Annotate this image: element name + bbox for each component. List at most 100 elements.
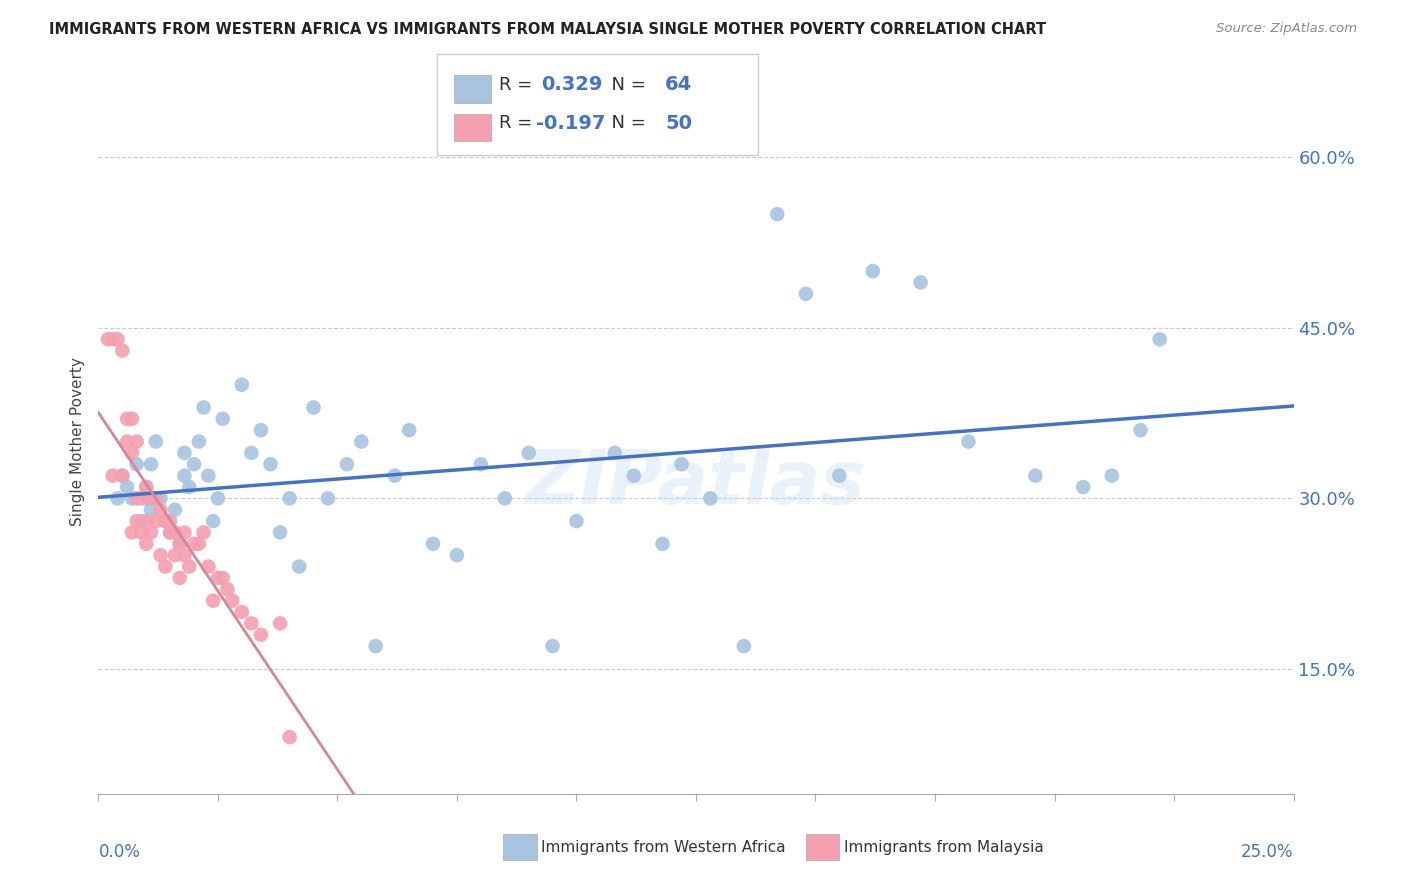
Text: Immigrants from Western Africa: Immigrants from Western Africa [541, 840, 786, 855]
Point [179, 480, 201, 494]
Text: N =: N = [600, 114, 652, 132]
Point [269, 525, 291, 540]
Point [250, 423, 273, 437]
Point [336, 457, 359, 471]
Point [97, 332, 120, 346]
Point [145, 514, 167, 528]
Point [135, 480, 157, 494]
Point [135, 491, 157, 506]
Point [1129, 423, 1152, 437]
Point [155, 514, 177, 528]
Point [125, 491, 148, 506]
Point [1149, 332, 1171, 346]
Point [131, 491, 153, 506]
Point [398, 423, 420, 437]
Point [231, 605, 253, 619]
Point [288, 559, 311, 574]
Text: 25.0%: 25.0% [1241, 843, 1294, 861]
Text: 0.0%: 0.0% [98, 843, 141, 861]
Point [422, 537, 444, 551]
Point [494, 491, 516, 506]
Point [794, 286, 817, 301]
Point [1101, 468, 1123, 483]
Point [163, 548, 186, 562]
Point [1071, 480, 1094, 494]
Point [101, 332, 124, 346]
Point [101, 468, 124, 483]
Point [107, 491, 129, 506]
Point [221, 593, 243, 607]
Text: Source: ZipAtlas.com: Source: ZipAtlas.com [1216, 22, 1357, 36]
Point [121, 412, 143, 426]
Point [135, 480, 157, 494]
Point [125, 457, 148, 471]
Point [155, 514, 177, 528]
Text: R =: R = [499, 114, 538, 132]
Point [207, 571, 229, 585]
Point [155, 559, 177, 574]
Point [384, 468, 406, 483]
Point [107, 332, 129, 346]
Text: 0.329: 0.329 [541, 75, 603, 95]
Point [163, 502, 186, 516]
Point [733, 639, 755, 653]
Point [163, 525, 186, 540]
Point [111, 468, 134, 483]
Point [910, 276, 932, 290]
Point [269, 616, 291, 631]
Point [145, 491, 167, 506]
Point [183, 537, 205, 551]
Text: Immigrants from Malaysia: Immigrants from Malaysia [844, 840, 1043, 855]
Point [131, 525, 153, 540]
Point [149, 548, 172, 562]
Point [139, 502, 162, 516]
Point [862, 264, 884, 278]
Point [207, 491, 229, 506]
Point [125, 514, 148, 528]
Point [240, 616, 263, 631]
Point [187, 434, 209, 449]
Point [541, 639, 564, 653]
Point [183, 457, 205, 471]
Point [259, 457, 281, 471]
Point [217, 582, 239, 597]
Point [197, 559, 219, 574]
Point [193, 525, 215, 540]
Point [240, 446, 263, 460]
Point [173, 525, 195, 540]
Point [278, 491, 301, 506]
Point [139, 525, 162, 540]
Point [121, 446, 143, 460]
Point [149, 502, 172, 516]
Point [651, 537, 673, 551]
Point [139, 491, 162, 506]
Point [169, 537, 191, 551]
Point [231, 377, 253, 392]
Point [470, 457, 492, 471]
Y-axis label: Single Mother Poverty: Single Mother Poverty [70, 357, 86, 526]
Point [121, 491, 143, 506]
Point [169, 571, 191, 585]
Point [623, 468, 645, 483]
Point [173, 548, 195, 562]
Point [169, 537, 191, 551]
Point [159, 525, 181, 540]
Point [139, 457, 162, 471]
Point [766, 207, 789, 221]
Point [278, 730, 301, 744]
Text: 50: 50 [665, 113, 692, 133]
Text: -0.197: -0.197 [536, 113, 605, 133]
Point [179, 559, 201, 574]
Point [149, 491, 172, 506]
Point [121, 525, 143, 540]
Point [671, 457, 693, 471]
Point [828, 468, 851, 483]
Point [187, 537, 209, 551]
Point [173, 468, 195, 483]
Point [699, 491, 721, 506]
Point [517, 446, 540, 460]
Text: IMMIGRANTS FROM WESTERN AFRICA VS IMMIGRANTS FROM MALAYSIA SINGLE MOTHER POVERTY: IMMIGRANTS FROM WESTERN AFRICA VS IMMIGR… [49, 22, 1046, 37]
Point [211, 571, 233, 585]
Point [316, 491, 339, 506]
Point [111, 343, 134, 358]
